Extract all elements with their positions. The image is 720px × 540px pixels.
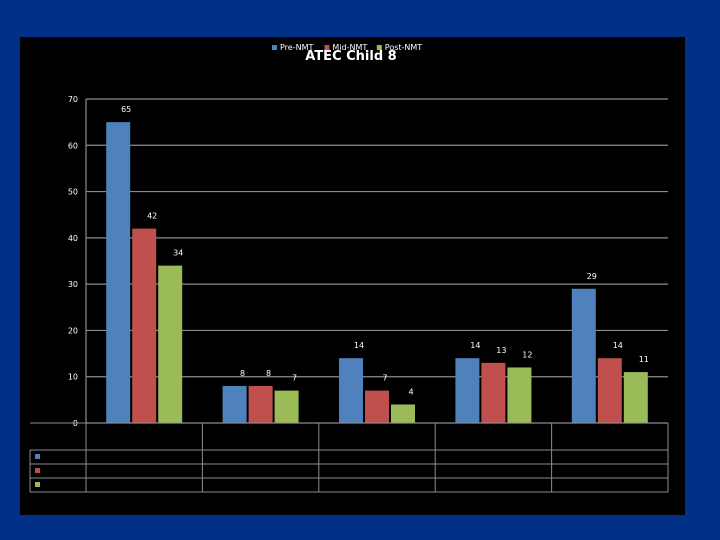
legend-label: Mid-NMT [332,43,367,52]
legend-label: Post-NMT [385,43,423,52]
bar [481,362,506,423]
data-label: 14 [354,341,364,350]
data-label: 65 [121,105,131,114]
data-label: 8 [266,369,271,378]
table-legend-key [35,468,40,473]
legend: Pre-NMT Mid-NMT Post-NMT [272,43,422,52]
table-legend-key [35,454,40,459]
data-label: 7 [382,374,387,383]
data-table [29,422,669,493]
y-tick-label: 50 [68,188,78,197]
bar [597,358,622,423]
y-tick-label: 20 [68,326,78,335]
bar [455,358,480,423]
bars [106,122,648,424]
table-legend-key [35,482,40,487]
legend-label: Pre-NMT [280,43,313,52]
y-tick-label: 60 [68,141,78,150]
data-labels: 65 8 14 14 29 42 8 7 13 14 34 7 4 12 11 [121,105,649,396]
y-tick-label: 70 [68,95,78,104]
data-label: 12 [522,350,532,359]
data-label: 4 [408,387,413,396]
legend-swatch [376,45,382,50]
bar [248,385,273,423]
gridlines [86,98,668,378]
bar [365,390,389,423]
data-label: 13 [496,346,506,355]
data-label: 8 [240,369,245,378]
bar [132,228,157,423]
bar [507,367,532,423]
data-label: 34 [173,249,183,258]
bar [222,385,247,423]
data-label: 11 [639,355,649,364]
legend-swatch [324,45,330,50]
bar [106,122,131,424]
bar [623,372,648,423]
chart-title: ATEC Child 8 [305,49,396,64]
bar [571,288,596,423]
data-label: 7 [292,374,297,383]
legend-swatch [272,45,277,50]
bar [339,358,363,423]
bar [391,404,415,423]
bar [274,390,299,423]
y-tick-label: 10 [68,373,78,382]
data-label: 42 [147,212,157,221]
data-label: 14 [613,341,623,350]
y-tick-label: 30 [68,280,78,289]
data-label: 14 [470,341,480,350]
chart-panel [20,37,685,515]
bar [158,265,183,423]
data-label: 29 [587,272,597,281]
y-tick-label: 40 [68,234,78,243]
